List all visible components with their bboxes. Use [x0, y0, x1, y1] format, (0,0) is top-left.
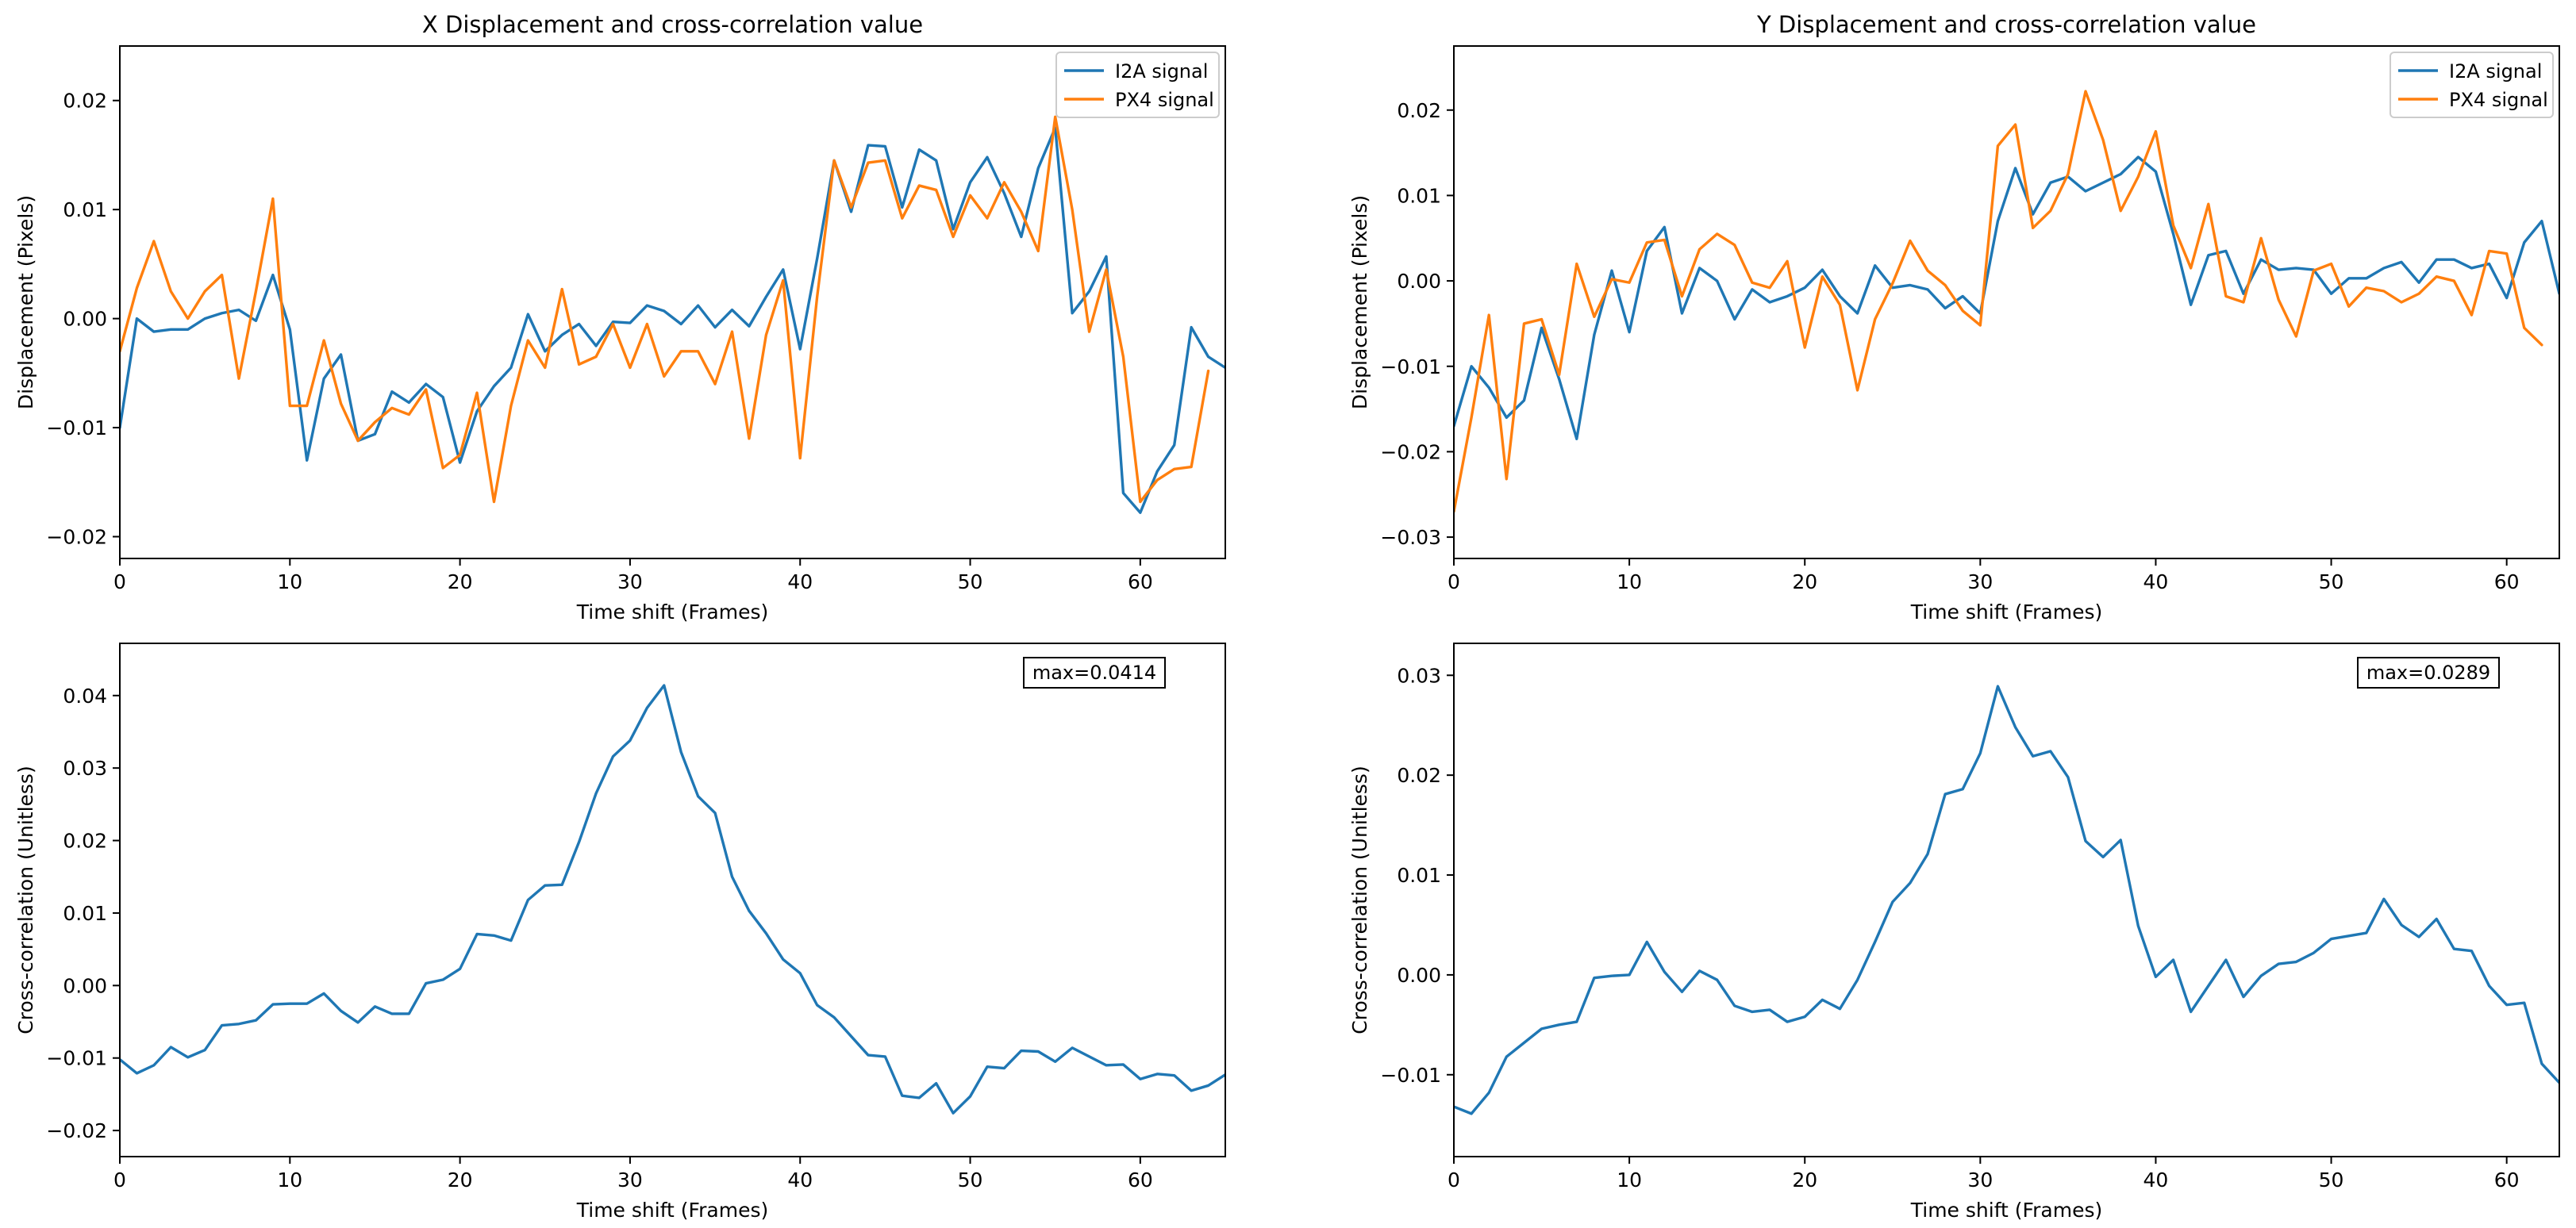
x-tick-label: 20: [1792, 1169, 1817, 1192]
y-tick-label: −0.01: [1380, 1064, 1441, 1087]
x-tick-label: 50: [2319, 1169, 2344, 1192]
y-axis-label: Cross-correlation (Unitless): [1348, 766, 1371, 1034]
y-tick-label: 0.02: [63, 830, 107, 853]
annotation-box: [2357, 657, 2500, 689]
legend-box: [2390, 52, 2554, 118]
x-tick-label: 40: [787, 1169, 813, 1192]
x-tick-label: 10: [277, 1169, 302, 1192]
x-axis-label: Time shift (Frames): [576, 601, 768, 624]
x-tick-label: 60: [1128, 570, 1153, 593]
y-tick-label: −0.01: [46, 416, 107, 439]
plot-frame: [119, 643, 1226, 1157]
y-tick-label: −0.02: [46, 526, 107, 549]
y-tick-label: 0.00: [63, 308, 107, 331]
y-tick-label: −0.02: [46, 1119, 107, 1142]
x-tick-label: 0: [1448, 1169, 1460, 1192]
legend-label: PX4 signal: [2449, 89, 2548, 111]
x-tick-label: 60: [1128, 1169, 1153, 1192]
y-tick-label: 0.04: [63, 685, 107, 708]
series-line-cross-correlation: [120, 684, 1225, 1115]
max-annotation: max=0.0414: [1032, 662, 1156, 684]
max-annotation: max=0.0289: [2366, 662, 2490, 684]
y-tick-label: 0.01: [1397, 864, 1441, 887]
y-tick-label: 0.02: [1397, 99, 1441, 122]
y-tick-label: 0.02: [63, 90, 107, 113]
x-tick-label: 20: [448, 570, 473, 593]
x-tick-label: 30: [617, 1169, 643, 1192]
y-tick-label: 0.02: [1397, 764, 1441, 787]
x-tick-label: 10: [1617, 570, 1642, 593]
annotation-box: [1023, 657, 1166, 689]
y-tick-label: −0.02: [1380, 440, 1441, 463]
x-tick-label: 50: [2319, 570, 2344, 593]
x-tick-label: 60: [2494, 1169, 2520, 1192]
chart-title: Y Displacement and cross-correlation val…: [1756, 11, 2256, 38]
y-tick-label: −0.03: [1380, 526, 1441, 549]
legend: I2A signal PX4 signal: [2390, 52, 2554, 118]
plot-frame: [1453, 45, 2560, 559]
x-tick-label: 50: [958, 570, 983, 593]
x-axis-label: Time shift (Frames): [1910, 1199, 2102, 1222]
x-tick-label: 20: [1792, 570, 1817, 593]
y-tick-label: 0.00: [1397, 964, 1441, 987]
chart-y-disp: 0 10 20 30 40 50 60 −0.03 −0.02 −0.01 0.00 0.01 0.02…: [1348, 11, 2560, 624]
x-tick-label: 30: [1967, 1169, 1993, 1192]
legend-label: PX4 signal: [1115, 89, 1214, 111]
x-tick-label: 60: [2494, 570, 2520, 593]
y-tick-label: −0.01: [46, 1047, 107, 1070]
y-tick-label: 0.00: [1397, 270, 1441, 293]
x-tick-label: 30: [617, 570, 643, 593]
series-line-cross-correlation: [1454, 685, 2559, 1115]
series-line-i2a-signal: [1454, 155, 2559, 440]
series-line-px4-signal: [120, 115, 1210, 504]
x-tick-label: 0: [1448, 570, 1460, 593]
legend-box: [1055, 52, 1220, 118]
y-tick-label: 0.01: [63, 902, 107, 925]
y-tick-label: 0.01: [1397, 184, 1441, 207]
x-tick-label: 40: [2143, 1169, 2169, 1192]
y-axis-label: Cross-correlation (Unitless): [14, 766, 37, 1034]
series-line-i2a-signal: [120, 126, 1225, 514]
series-line-px4-signal: [1454, 90, 2543, 513]
chart-y-xcorr: 0 10 20 30 40 50 60 −0.01 0.00 0.01 0.02 0.03 Time s…: [1348, 643, 2560, 1222]
y-axis-label: Displacement (Pixels): [1348, 195, 1371, 409]
x-axis-label: Time shift (Frames): [1910, 601, 2102, 624]
y-tick-label: −0.01: [1380, 355, 1441, 378]
x-tick-label: 0: [113, 1169, 126, 1192]
chart-x-disp: 0 10 20 30 40 50 60 −0.02 −0.01 0.00 0.01 0.02 Time …: [14, 11, 1226, 624]
x-tick-label: 40: [2143, 570, 2169, 593]
x-tick-label: 40: [787, 570, 813, 593]
x-axis-label: Time shift (Frames): [576, 1199, 768, 1222]
legend-label: I2A signal: [1115, 60, 1208, 83]
y-tick-label: 0.00: [63, 974, 107, 997]
y-tick-label: 0.03: [1397, 664, 1441, 687]
x-tick-label: 10: [1617, 1169, 1642, 1192]
plot-frame: [1453, 643, 2560, 1157]
legend: I2A signal PX4 signal: [1055, 52, 1220, 118]
x-tick-label: 0: [113, 570, 126, 593]
legend-label: I2A signal: [2449, 60, 2542, 83]
x-tick-label: 30: [1967, 570, 1993, 593]
x-tick-label: 20: [448, 1169, 473, 1192]
chart-x-xcorr: 0 10 20 30 40 50 60 −0.02 −0.01 0.00 0.01 0.02 0.03 0…: [14, 643, 1226, 1222]
y-tick-label: 0.01: [63, 198, 107, 221]
chart-title: X Displacement and cross-correlation val…: [422, 11, 923, 38]
x-tick-label: 10: [277, 570, 302, 593]
y-axis-label: Displacement (Pixels): [14, 195, 37, 409]
x-tick-label: 50: [958, 1169, 983, 1192]
y-tick-label: 0.03: [63, 757, 107, 780]
plot-frame: [119, 45, 1226, 559]
